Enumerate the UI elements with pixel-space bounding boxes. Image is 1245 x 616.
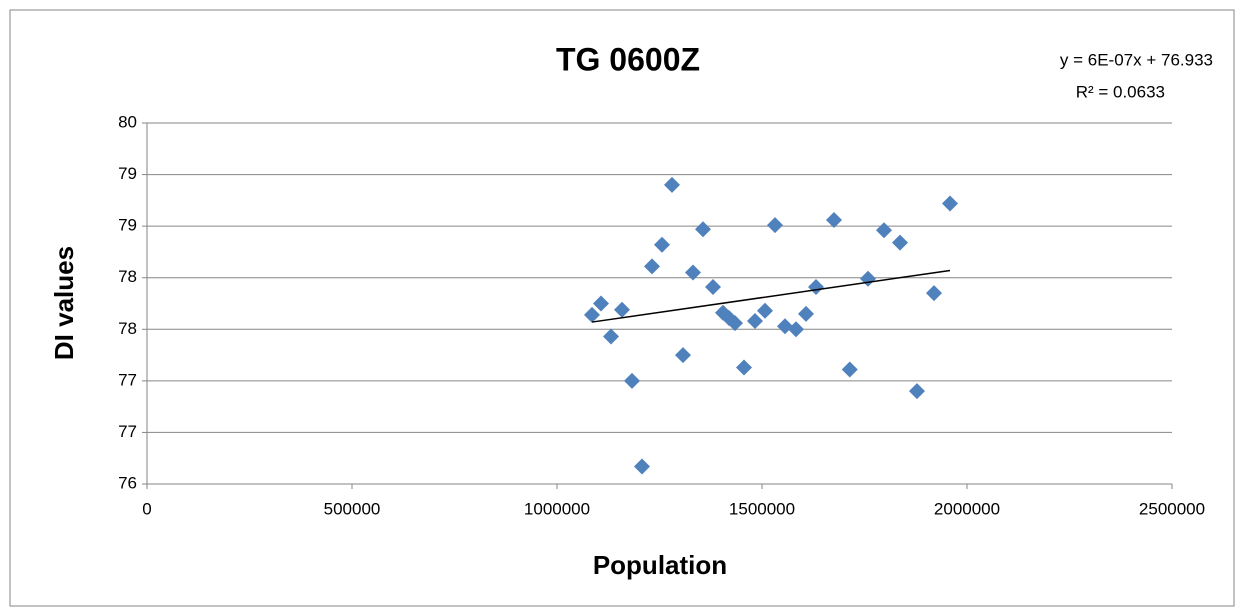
point — [925, 285, 942, 302]
point — [891, 234, 908, 251]
point — [634, 458, 650, 475]
point — [664, 176, 681, 193]
r-squared: R² = 0.0633 — [1076, 82, 1165, 101]
point — [726, 315, 743, 332]
point — [841, 361, 858, 378]
point — [654, 236, 671, 253]
y-tick-label: 79 — [118, 164, 137, 183]
x-tick-label: 1000000 — [524, 499, 590, 518]
point — [705, 278, 722, 295]
x-tick-label: 1500000 — [729, 499, 795, 518]
point — [798, 305, 814, 322]
x-tick-label: 2500000 — [1139, 499, 1205, 518]
point — [757, 302, 773, 319]
trend-equation: y = 6E-07x + 76.933 — [1060, 50, 1213, 69]
y-tick-label: 77 — [118, 422, 137, 441]
point — [624, 372, 641, 389]
point — [614, 301, 631, 318]
y-tick-label: 80 — [118, 112, 137, 131]
point — [876, 222, 892, 239]
point — [788, 321, 805, 338]
point — [584, 306, 601, 323]
y-tick-label: 77 — [118, 370, 137, 389]
point — [643, 258, 660, 275]
chart-title: TG 0600Z — [556, 41, 700, 77]
y-tick-label: 79 — [118, 216, 137, 235]
point — [942, 195, 959, 212]
point — [736, 359, 753, 376]
point — [602, 328, 619, 345]
point — [684, 264, 701, 281]
point — [747, 313, 764, 330]
x-tick-label: 0 — [142, 499, 151, 518]
y-tick-label: 78 — [118, 267, 137, 286]
point — [695, 221, 712, 238]
x-tick-label: 2000000 — [934, 499, 1000, 518]
trendline — [591, 269, 951, 323]
point — [908, 383, 925, 400]
x-axis-title: Population — [593, 550, 727, 580]
point — [675, 347, 691, 364]
point — [826, 211, 843, 228]
x-tick-label: 500000 — [324, 499, 381, 518]
y-tick-label: 78 — [118, 319, 137, 338]
y-axis-title: DI values — [49, 246, 79, 360]
point — [593, 295, 609, 312]
y-tick-label: 76 — [118, 473, 137, 492]
point — [766, 217, 783, 234]
